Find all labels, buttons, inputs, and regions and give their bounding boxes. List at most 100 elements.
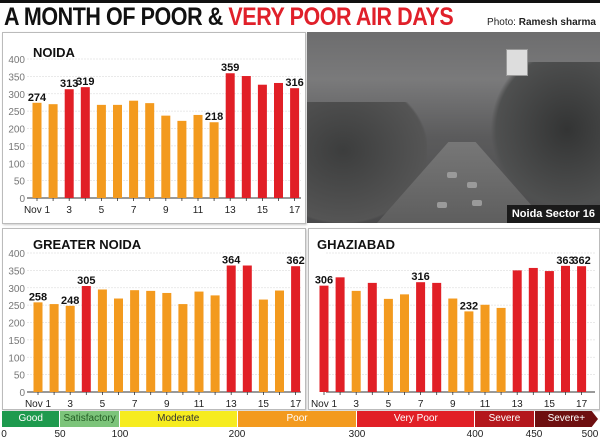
bar: [274, 82, 283, 198]
aqi-seg-poor: Poor: [237, 411, 358, 427]
x-tick-label: 5: [99, 205, 105, 216]
credit-label: Photo:: [487, 17, 516, 28]
data-label: 363: [556, 255, 574, 267]
bar: [210, 295, 220, 392]
bar: [257, 84, 267, 198]
x-tick-label: 7: [418, 399, 424, 409]
x-tick-label: 9: [450, 399, 456, 409]
y-tick-label: 200: [8, 125, 25, 136]
photo-caption: Noida Sector 16: [506, 205, 600, 223]
y-tick-label: 300: [8, 284, 25, 295]
x-tick-label: 13: [226, 399, 238, 409]
bar: [81, 286, 91, 392]
bar: [177, 120, 187, 198]
aqi-tick: 500: [581, 429, 599, 440]
bar: [512, 270, 522, 392]
chart-title: NOIDA: [33, 45, 76, 60]
chart-panel-ghaziabad: GHAZIABAD 306 316 232 363 362 Nov 1 3 5 7 9 11 13 15 1…: [308, 228, 600, 410]
data-label: 364: [222, 255, 241, 267]
photo-car: [472, 200, 482, 206]
data-label: 362: [572, 255, 590, 267]
y-tick-label: 50: [14, 371, 26, 382]
bar: [561, 265, 570, 392]
bar: [64, 89, 74, 198]
x-tick-label: Nov 1: [311, 399, 338, 409]
bar: [80, 87, 90, 198]
bar: [129, 100, 139, 198]
chart-panel-noida: 0 50 100 150 200 250 300 350 400 NOIDA 274 313 319 21…: [2, 32, 306, 224]
data-label: 313: [60, 78, 78, 90]
bar: [275, 290, 284, 392]
y-tick-label: 250: [8, 107, 25, 118]
data-label: 258: [29, 291, 47, 303]
x-tick-label: 3: [67, 399, 73, 409]
bar: [528, 267, 538, 392]
bar: [49, 304, 59, 392]
bar: [33, 302, 43, 392]
bar: [367, 282, 377, 392]
y-tick-label: 50: [14, 177, 26, 188]
x-tick-label: 5: [386, 399, 392, 409]
bar: [544, 271, 554, 392]
bar: [291, 266, 301, 392]
data-label: 305: [77, 275, 95, 287]
photo-car: [467, 182, 477, 188]
bar: [65, 305, 75, 392]
y-tick-label: 250: [8, 301, 25, 312]
y-tick-label: 150: [8, 142, 25, 153]
bar: [448, 298, 458, 392]
bar: [209, 122, 219, 198]
data-label: 316: [285, 77, 303, 89]
bar: [258, 299, 268, 392]
page-title: A MONTH OF POOR & VERY POOR AIR DAYS: [4, 3, 454, 32]
bar: [32, 102, 42, 198]
data-label: 319: [76, 76, 94, 88]
bar: [96, 104, 106, 198]
data-label: 274: [28, 92, 47, 104]
data-label: 316: [411, 271, 429, 283]
bar: [226, 265, 236, 392]
photo-car: [447, 172, 457, 178]
bar: [241, 76, 251, 198]
bar: [130, 290, 140, 392]
data-label: 248: [61, 295, 79, 307]
bar: [416, 282, 426, 392]
aqi-tick: 50: [54, 429, 66, 440]
bar: [400, 294, 409, 392]
bar: [145, 103, 155, 198]
x-tick-label: 9: [164, 399, 170, 409]
bar: [335, 277, 345, 392]
title-part-2: VERY POOR AIR DAYS: [228, 3, 454, 31]
bar: [225, 73, 235, 198]
x-tick-label: Nov 1: [25, 399, 52, 409]
aqi-tick: 200: [228, 429, 246, 440]
x-tick-label: 17: [289, 205, 301, 216]
aqi-scale-bar: Good Satisfactory Moderate Poor Very Poo…: [2, 411, 599, 427]
photo-car: [437, 202, 447, 208]
bar: [161, 115, 171, 198]
aqi-tick: 0: [1, 429, 7, 440]
x-tick-label: 15: [258, 399, 270, 409]
bar: [351, 290, 361, 392]
y-tick-label: 200: [8, 319, 25, 330]
bar: [114, 298, 123, 392]
y-tick-label: 350: [8, 72, 25, 83]
x-tick-label: 5: [100, 399, 106, 409]
x-tick-label: 11: [193, 205, 204, 216]
y-tick-label: 300: [8, 90, 25, 101]
x-tick-label: 11: [194, 399, 205, 409]
bar: [432, 282, 442, 392]
aqi-scale-ticks: 0 50 100 200 300 400 450 500: [0, 428, 600, 444]
bar: [162, 292, 172, 392]
aqi-tick: 100: [111, 429, 129, 440]
noida-chart: 050100150200250300350400NOIDA27431331921…: [8, 45, 303, 216]
bar: [194, 291, 204, 392]
bar: [97, 289, 107, 392]
bar: [577, 266, 587, 392]
y-tick-label: 100: [8, 159, 25, 170]
bar: [178, 304, 188, 392]
x-tick-label: 13: [512, 399, 524, 409]
smog-photo: Noida Sector 16: [307, 32, 600, 223]
bar: [496, 307, 506, 392]
bar: [383, 298, 393, 392]
